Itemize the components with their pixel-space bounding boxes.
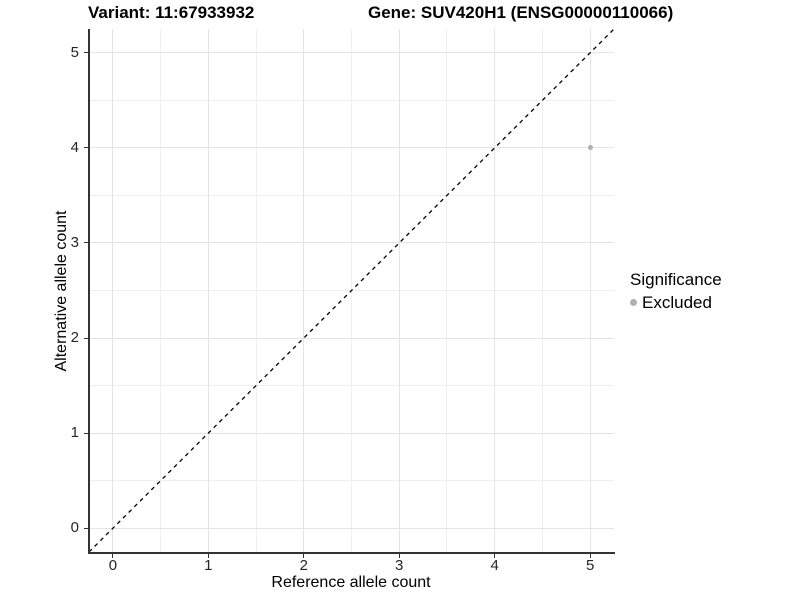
data-point xyxy=(587,145,593,151)
x-tick-mark xyxy=(494,553,496,558)
y-tick-mark xyxy=(84,337,88,339)
y-tick-mark xyxy=(84,52,88,54)
y-tick-label: 5 xyxy=(70,43,79,61)
y-tick-mark xyxy=(84,147,88,149)
x-tick-label: 3 xyxy=(395,557,404,574)
x-axis-line xyxy=(87,552,615,554)
gridline-major-horizontal xyxy=(89,527,614,529)
y-tick-label: 4 xyxy=(70,138,79,156)
y-axis-line xyxy=(88,29,90,554)
y-tick-mark xyxy=(84,527,88,529)
legend: Significance Excluded xyxy=(630,270,722,312)
gridline-major-vertical xyxy=(494,29,496,552)
x-tick-mark xyxy=(207,553,209,558)
y-tick-label: 0 xyxy=(70,519,79,537)
x-tick-mark xyxy=(398,553,400,558)
y-tick-mark xyxy=(84,242,88,244)
legend-entry-label: Excluded xyxy=(642,293,712,312)
x-tick-label: 5 xyxy=(585,557,595,574)
gridline-major-vertical xyxy=(112,29,114,552)
legend-title: Significance xyxy=(630,270,722,289)
y-tick-label: 2 xyxy=(70,329,79,347)
identity-reference-line xyxy=(89,29,614,552)
y-tick-label: 3 xyxy=(70,233,79,251)
x-tick-mark xyxy=(303,553,305,558)
gridline-major-vertical xyxy=(303,29,305,552)
gridline-minor-horizontal xyxy=(89,99,614,101)
gridline-major-vertical xyxy=(589,29,591,552)
dashed-diagonal-line xyxy=(89,29,614,552)
y-tick-label: 1 xyxy=(70,424,79,442)
gridline-major-horizontal xyxy=(89,432,614,434)
x-tick-mark xyxy=(589,553,591,558)
x-tick-label: 0 xyxy=(108,557,118,574)
plot-panel xyxy=(89,29,614,552)
legend-entry-excluded: Excluded xyxy=(630,293,722,312)
gridline-minor-horizontal xyxy=(89,385,614,387)
gridline-major-vertical xyxy=(398,29,400,552)
gridline-minor-horizontal xyxy=(89,480,614,482)
gridline-major-horizontal xyxy=(89,242,614,244)
gridline-major-horizontal xyxy=(89,52,614,54)
x-tick-mark xyxy=(112,553,114,558)
x-tick-label: 1 xyxy=(204,557,213,574)
y-tick-mark xyxy=(84,432,88,434)
x-axis-title: Reference allele count xyxy=(271,574,431,591)
gridline-major-vertical xyxy=(207,29,209,552)
plot-title-gene: Gene: SUV420H1 (ENSG00000110066) xyxy=(368,3,674,22)
gridline-minor-horizontal xyxy=(89,194,614,196)
gridline-major-horizontal xyxy=(89,147,614,149)
gridline-major-horizontal xyxy=(89,337,614,339)
plot-title-variant: Variant: 11:67933932 xyxy=(88,3,255,22)
x-tick-label: 2 xyxy=(299,557,308,574)
x-tick-label: 4 xyxy=(490,557,499,574)
legend-key-dot-icon xyxy=(630,299,637,306)
